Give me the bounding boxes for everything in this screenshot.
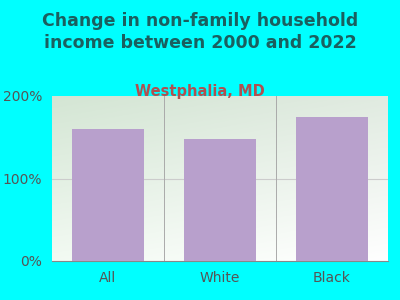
- Bar: [296, 117, 368, 261]
- Text: Westphalia, MD: Westphalia, MD: [135, 84, 265, 99]
- Text: Change in non-family household
income between 2000 and 2022: Change in non-family household income be…: [42, 12, 358, 52]
- Bar: [184, 139, 256, 261]
- Bar: [72, 129, 144, 261]
